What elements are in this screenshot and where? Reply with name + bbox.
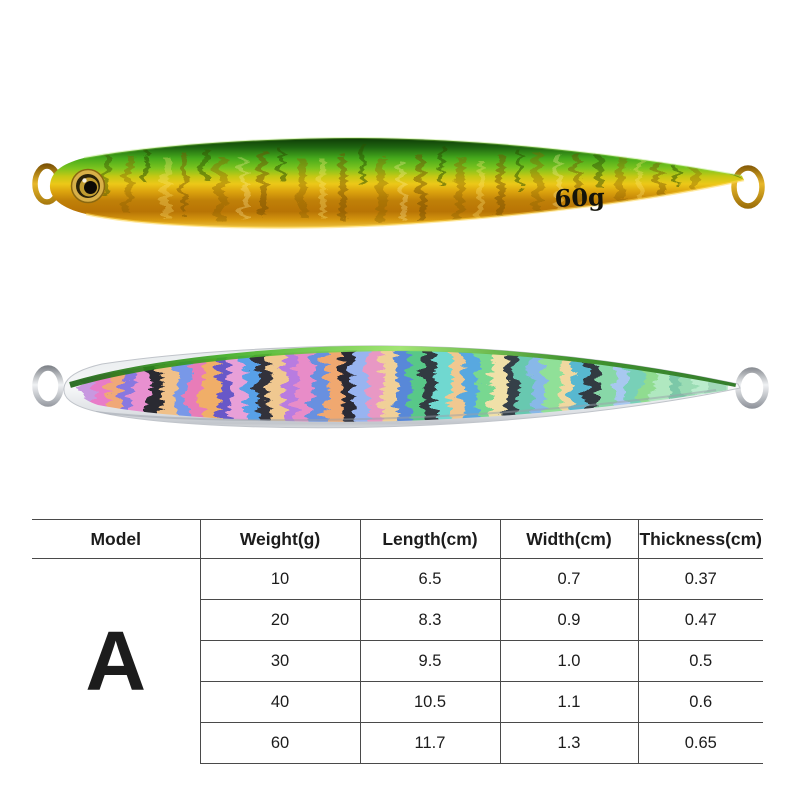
cell-length: 9.5	[359, 640, 500, 682]
col-header-weight: Weight(g)	[199, 519, 360, 559]
split-ring-right-silver	[735, 367, 769, 409]
model-value: A	[85, 613, 147, 708]
green-top-edge	[69, 345, 737, 388]
lower-shadow-line	[95, 389, 717, 422]
col-header-width: Width(cm)	[499, 519, 638, 559]
lure-eye	[70, 168, 106, 204]
cell-width: 1.0	[499, 640, 638, 682]
cell-length: 8.3	[359, 599, 500, 641]
cell-weight: 30	[199, 640, 360, 682]
cell-weight: 60	[199, 722, 360, 764]
table-row: 30 9.5 1.0 0.5	[32, 640, 763, 682]
top-edge-highlight	[83, 136, 743, 177]
lure-photo-green-gold: 60g	[32, 136, 765, 229]
cell-thickness: 0.47	[637, 599, 763, 641]
cell-weight: 20	[199, 599, 360, 641]
table-row: 60 11.7 1.3 0.65	[32, 722, 763, 764]
cell-width: 1.3	[499, 722, 638, 764]
cell-thickness: 0.65	[637, 722, 763, 764]
cell-weight: 40	[199, 681, 360, 723]
spec-table: Model Weight(g) Length(cm) Width(cm) Thi…	[32, 519, 763, 764]
lure-photo-holographic	[32, 345, 769, 429]
holographic-foil-band	[76, 350, 728, 422]
split-ring-right-gold	[731, 165, 765, 209]
table-row: 20 8.3 0.9 0.47	[32, 599, 763, 641]
col-header-thickness: Thickness(cm)	[637, 519, 763, 559]
cell-length: 10.5	[359, 681, 500, 723]
split-ring-left-silver	[32, 365, 64, 407]
cell-weight: 10	[199, 558, 360, 600]
spec-table-header-row: Model Weight(g) Length(cm) Width(cm) Thi…	[32, 519, 763, 559]
cell-thickness: 0.5	[637, 640, 763, 682]
cell-thickness: 0.37	[637, 558, 763, 600]
table-row: 40 10.5 1.1 0.6	[32, 681, 763, 723]
cell-thickness: 0.6	[637, 681, 763, 723]
weight-marking: 60g	[554, 182, 605, 213]
cell-width: 1.1	[499, 681, 638, 723]
cell-width: 0.9	[499, 599, 638, 641]
bottom-rim-light	[85, 178, 745, 229]
col-header-length: Length(cm)	[359, 519, 500, 559]
col-header-model: Model	[32, 519, 200, 559]
table-row: A 10 6.5 0.7 0.37	[32, 558, 763, 708]
cell-width: 0.7	[499, 558, 638, 600]
cell-length: 6.5	[359, 558, 500, 600]
cell-length: 11.7	[359, 722, 500, 764]
